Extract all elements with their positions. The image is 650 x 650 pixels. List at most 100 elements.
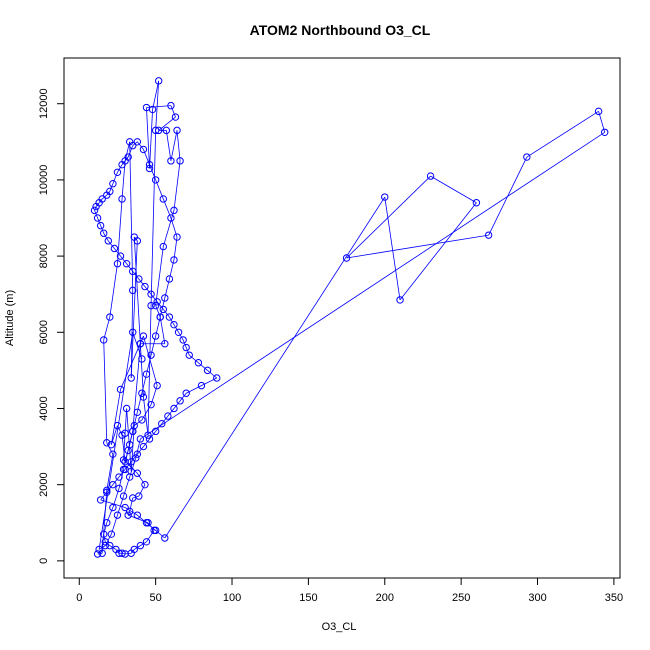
data-point — [182, 389, 190, 397]
series-segment — [167, 408, 175, 417]
series-segment — [526, 110, 599, 158]
series-segment — [98, 198, 103, 204]
series-segment — [109, 263, 118, 318]
series-segment — [118, 469, 126, 478]
data-point — [121, 429, 129, 437]
data-point — [170, 206, 178, 215]
data-point — [119, 456, 128, 464]
data-point — [165, 275, 174, 283]
x-tick-label: 350 — [605, 592, 623, 604]
series-segment — [110, 389, 121, 445]
series-segment — [185, 347, 190, 356]
y-tick-label: 0 — [38, 558, 50, 564]
data-point — [132, 454, 140, 462]
data-point — [396, 296, 404, 304]
data-point — [426, 172, 435, 180]
data-point — [165, 313, 174, 321]
series-segment — [106, 191, 111, 196]
series-segment — [120, 255, 127, 264]
data-point — [182, 343, 190, 352]
series-segment — [155, 246, 164, 306]
series-segment — [162, 309, 170, 318]
data-point — [133, 469, 142, 477]
data-point — [159, 195, 167, 203]
data-point — [173, 233, 181, 241]
data-point — [129, 427, 137, 436]
data-point — [197, 381, 206, 390]
series-segment — [170, 130, 178, 161]
series-segment — [137, 446, 144, 455]
series-segment — [164, 196, 386, 539]
data-point — [106, 541, 114, 550]
series-segment — [147, 305, 152, 436]
data-point — [103, 439, 111, 447]
data-point — [109, 180, 117, 188]
series-segment — [138, 484, 146, 497]
data-point — [167, 157, 175, 165]
data-point — [138, 416, 146, 424]
data-point — [174, 328, 183, 336]
series-segment — [399, 202, 477, 301]
series-segment — [146, 107, 150, 169]
data-point — [130, 233, 138, 241]
y-tick-label: 12000 — [38, 88, 50, 119]
series-segment — [141, 404, 152, 421]
series-segment — [106, 507, 114, 523]
series-segment — [126, 408, 132, 472]
data-point — [109, 450, 117, 458]
data-point — [173, 126, 181, 135]
chart-title: ATOM2 Northbound O3_CL — [250, 22, 431, 38]
data-point — [96, 496, 105, 504]
series-segment — [186, 385, 202, 394]
data-point — [155, 77, 163, 85]
data-point — [139, 393, 148, 401]
data-point — [118, 195, 126, 203]
series-segment — [103, 233, 109, 242]
data-point — [147, 290, 155, 298]
data-point — [342, 254, 351, 262]
series-segment — [179, 392, 187, 402]
data-point — [112, 545, 120, 554]
series-segment — [143, 438, 150, 447]
series-segment — [103, 339, 108, 443]
series-segment — [130, 425, 135, 472]
data-point — [138, 389, 146, 397]
data-point — [129, 141, 137, 150]
data-point — [138, 355, 146, 363]
series-lines — [94, 80, 606, 555]
y-tick-label: 8000 — [38, 244, 50, 268]
series-segment — [146, 522, 156, 531]
data-point — [101, 541, 109, 550]
series-segment — [94, 210, 98, 219]
data-point — [601, 128, 609, 136]
series-segment — [201, 377, 217, 386]
series-segment — [100, 225, 105, 234]
series-segment — [150, 293, 158, 303]
series-segment — [124, 408, 128, 434]
data-point — [141, 282, 149, 291]
data-point — [145, 164, 154, 173]
data-point — [155, 126, 163, 135]
data-point — [115, 484, 123, 493]
data-point — [164, 412, 172, 420]
series-segment — [127, 145, 134, 158]
data-point — [93, 214, 102, 222]
data-point — [103, 488, 111, 496]
data-point — [176, 157, 184, 165]
series-segment — [169, 316, 175, 325]
series-segment — [170, 105, 176, 118]
data-point — [151, 526, 160, 535]
data-point — [153, 381, 161, 390]
x-tick-label: 150 — [299, 592, 317, 604]
data-point — [161, 294, 169, 302]
data-point — [136, 340, 145, 348]
series-segment — [346, 175, 431, 259]
series-segment — [346, 234, 489, 259]
series-segment — [95, 202, 100, 207]
data-point — [133, 408, 142, 416]
data-point — [203, 366, 212, 375]
series-segment — [173, 324, 179, 333]
data-point — [113, 260, 122, 268]
data-point — [118, 549, 126, 557]
